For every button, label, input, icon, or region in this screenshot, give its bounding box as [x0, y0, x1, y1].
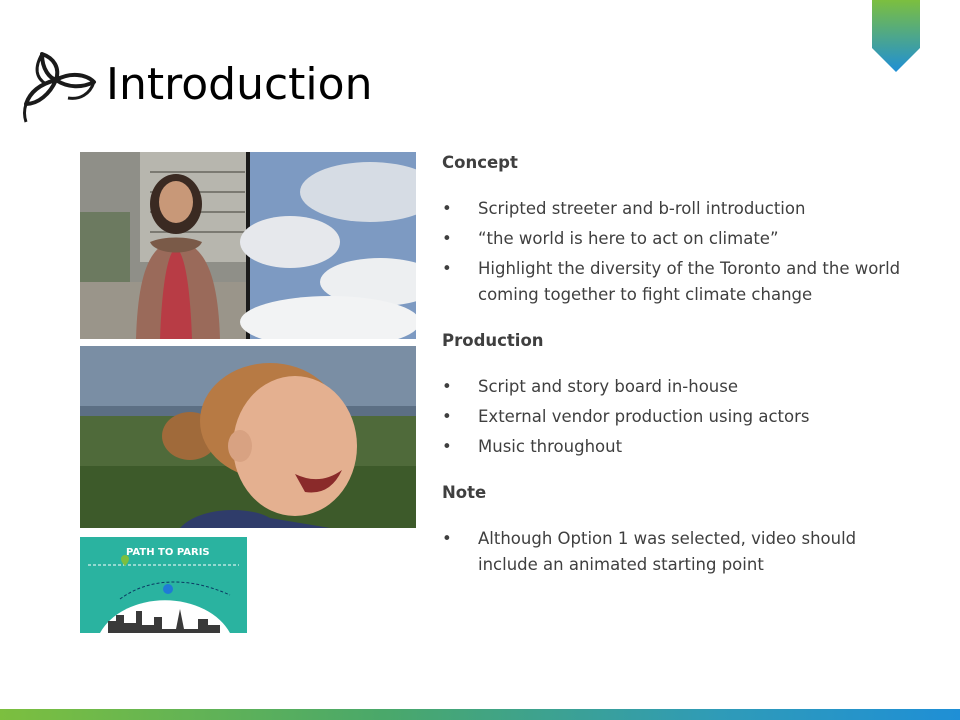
- path-to-paris-badge: PATH TO PARIS: [126, 547, 210, 558]
- bullet-text: Music throughout: [478, 437, 623, 456]
- bullet-text: Scripted streeter and b-roll introductio…: [478, 199, 806, 218]
- smiling-girl-photo: [80, 346, 416, 528]
- bullet-marker: •: [442, 199, 452, 218]
- note-heading: Note: [442, 483, 487, 502]
- bottom-gradient-bar: [0, 709, 960, 720]
- bullet-text: Highlight the diversity of the Toronto a…: [478, 259, 901, 304]
- production-bullets: • Script and story board in-house • Extern…: [442, 374, 912, 460]
- concept-heading: Concept: [442, 153, 518, 172]
- trillium-logo-icon: [23, 52, 96, 123]
- slide-title: Introduction: [106, 59, 373, 110]
- bullet-text: “the world is here to act on climate”: [478, 229, 779, 248]
- bullet-marker: •: [442, 259, 452, 278]
- bullet-item: • Scripted streeter and b-roll introducti…: [442, 196, 912, 222]
- bullet-item: • Script and story board in-house: [442, 374, 912, 400]
- path-to-paris-graphic: PATH TO PARIS: [80, 537, 247, 633]
- bullet-marker: •: [442, 529, 452, 548]
- concept-bullets: • Scripted streeter and b-roll introducti…: [442, 196, 912, 308]
- bullet-text: External vendor production using actors: [478, 407, 810, 426]
- note-bullets: • Although Option 1 was selected, video s…: [442, 526, 912, 578]
- bullet-item: • “the world is here to act on climate”: [442, 226, 912, 252]
- bullet-marker: •: [442, 407, 452, 426]
- production-heading: Production: [442, 331, 544, 350]
- bullet-text: Although Option 1 was selected, video sh…: [478, 529, 857, 574]
- bullet-text: Script and story board in-house: [478, 377, 738, 396]
- bullet-marker: •: [442, 229, 452, 248]
- slide-content: Concept • Scripted streeter and b-roll in…: [442, 150, 912, 598]
- corner-ribbon-decoration: [872, 0, 920, 72]
- bullet-item: • Music throughout: [442, 434, 912, 460]
- bullet-marker: •: [442, 437, 452, 456]
- bullet-marker: •: [442, 377, 452, 396]
- bullet-item: • Although Option 1 was selected, video s…: [442, 526, 912, 578]
- bullet-item: • Highlight the diversity of the Toronto …: [442, 256, 912, 308]
- bullet-item: • External vendor production using actors: [442, 404, 912, 430]
- streeter-woman-photo: [80, 152, 416, 339]
